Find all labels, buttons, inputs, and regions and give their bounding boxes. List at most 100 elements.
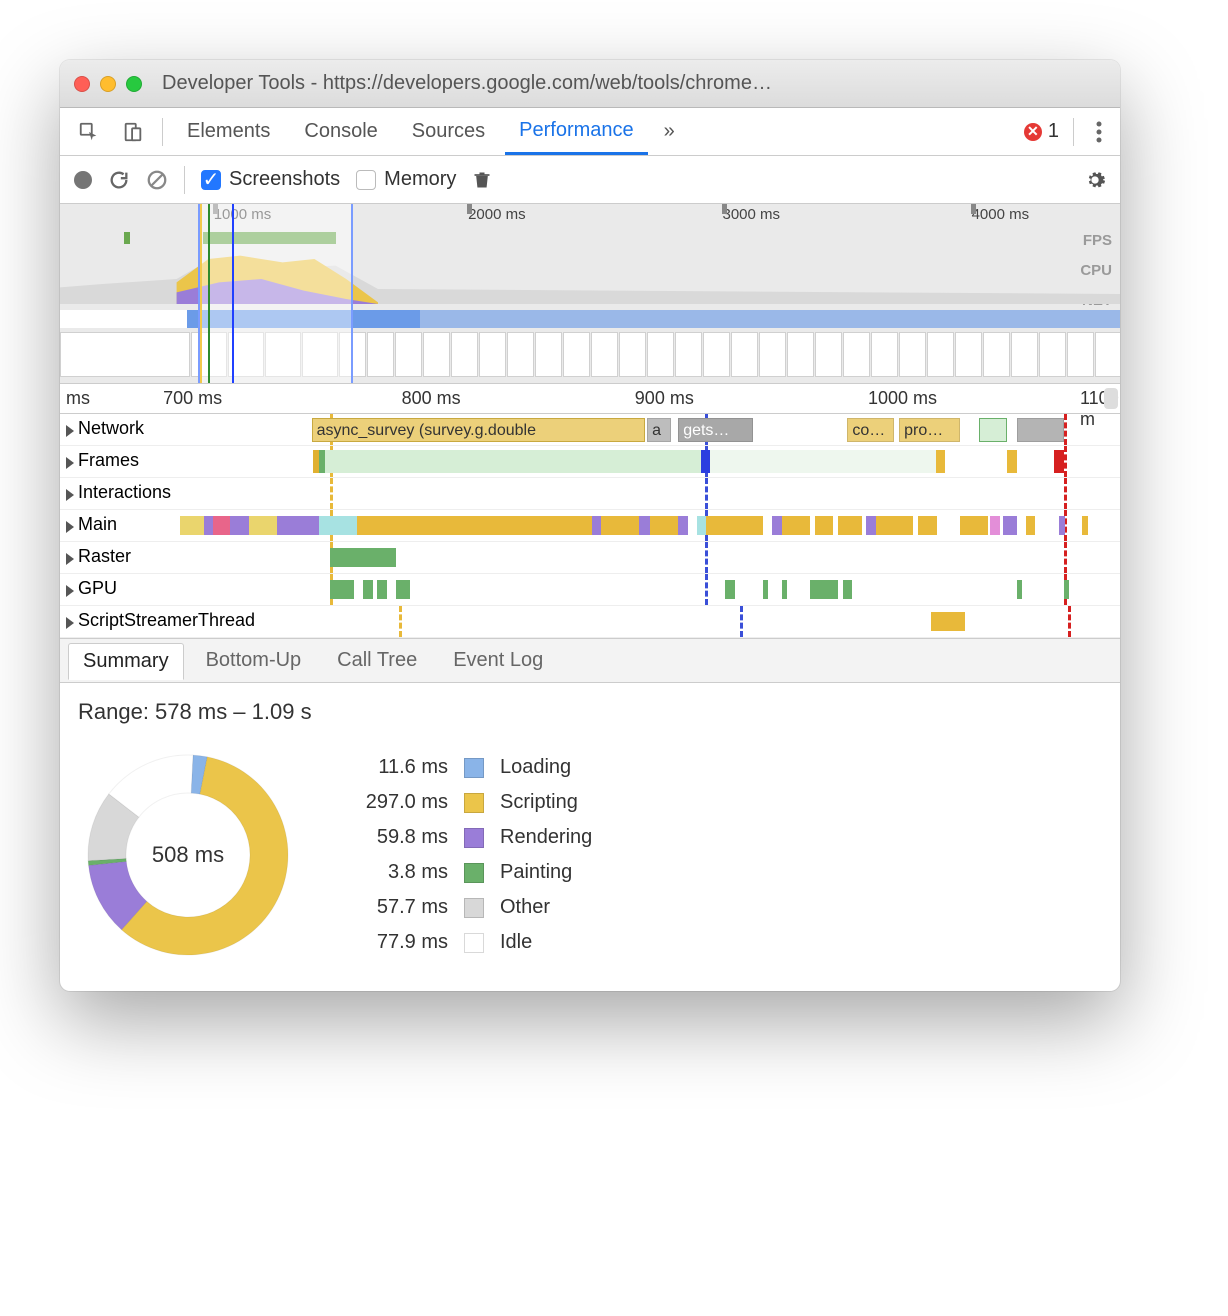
track-main[interactable]: Main — [60, 510, 1120, 542]
frame-segment[interactable] — [701, 450, 710, 473]
minimize-window-button[interactable] — [100, 76, 116, 92]
tab-performance[interactable]: Performance — [505, 108, 648, 155]
tab-sources[interactable]: Sources — [398, 108, 499, 155]
flame-entry[interactable]: async_survey (survey.g.double — [312, 418, 646, 442]
zoom-window-button[interactable] — [126, 76, 142, 92]
flame-bar[interactable] — [866, 516, 875, 535]
horizontal-scrollbar[interactable] — [1104, 388, 1118, 409]
error-count-badge[interactable]: ✕ 1 — [1024, 120, 1059, 143]
flame-bar[interactable] — [1064, 580, 1070, 599]
flame-bar[interactable] — [843, 580, 852, 599]
track-network[interactable]: Networkasync_survey (survey.g.doubleaget… — [60, 414, 1120, 446]
frame-segment[interactable] — [180, 450, 313, 473]
summary-tab-bottom-up[interactable]: Bottom-Up — [192, 643, 316, 678]
flame-bar[interactable] — [706, 516, 725, 535]
track-frames[interactable]: Frames603.6 ms206.0 ms — [60, 446, 1120, 478]
disclosure-icon[interactable] — [66, 521, 74, 533]
frame-segment[interactable] — [936, 450, 945, 473]
flame-bar[interactable] — [363, 580, 372, 599]
flame-bar[interactable] — [763, 580, 769, 599]
garbage-collect-icon[interactable] — [472, 169, 492, 191]
flame-bar[interactable] — [931, 612, 965, 631]
flame-bar[interactable] — [230, 516, 249, 535]
flame-bar[interactable] — [1059, 516, 1065, 535]
flame-bar[interactable] — [1026, 516, 1035, 535]
flame-bar[interactable] — [592, 516, 601, 535]
disclosure-icon[interactable] — [66, 553, 74, 565]
flame-bar[interactable] — [1017, 580, 1023, 599]
flame-bar[interactable] — [697, 516, 706, 535]
flame-entry[interactable]: co… — [847, 418, 894, 442]
overview-panel[interactable]: 1000 ms2000 ms3000 ms4000 ms FPS CPU NET — [60, 204, 1120, 384]
kebab-menu-icon[interactable] — [1088, 115, 1110, 149]
flame-entry[interactable] — [979, 418, 1007, 442]
summary-tab-call-tree[interactable]: Call Tree — [323, 643, 431, 678]
flame-bar[interactable] — [639, 516, 650, 535]
flame-bar[interactable] — [960, 516, 988, 535]
flame-bar[interactable] — [876, 516, 914, 535]
tab-console[interactable]: Console — [290, 108, 391, 155]
track-scriptstreamerthread[interactable]: ScriptStreamerThread — [60, 606, 1120, 638]
flame-entry[interactable]: pro… — [899, 418, 960, 442]
flame-bar[interactable] — [735, 516, 763, 535]
frame-segment[interactable] — [1007, 450, 1016, 473]
disclosure-icon[interactable] — [66, 425, 74, 437]
summary-tab-summary[interactable]: Summary — [68, 643, 184, 680]
flame-bar[interactable] — [396, 580, 410, 599]
flame-bar[interactable] — [725, 516, 734, 535]
screenshots-checkbox[interactable]: ✓ Screenshots — [201, 168, 340, 191]
record-button[interactable] — [74, 171, 92, 189]
flame-bar[interactable] — [815, 516, 834, 535]
flame-bar[interactable] — [782, 516, 810, 535]
frame-segment[interactable] — [710, 450, 936, 473]
flame-bar[interactable] — [330, 580, 354, 599]
disclosure-icon[interactable] — [66, 585, 74, 597]
flame-bar[interactable] — [1003, 516, 1017, 535]
track-interactions[interactable]: Interactions — [60, 478, 1120, 510]
flame-bar[interactable] — [1082, 516, 1088, 535]
flame-bar[interactable] — [249, 516, 277, 535]
disclosure-icon[interactable] — [66, 457, 74, 469]
flame-bar[interactable] — [725, 580, 734, 599]
flame-entry[interactable] — [1017, 418, 1064, 442]
inspect-element-icon[interactable] — [70, 115, 108, 149]
more-tabs-button[interactable]: » — [654, 120, 685, 143]
summary-tab-event-log[interactable]: Event Log — [439, 643, 557, 678]
tab-elements[interactable]: Elements — [173, 108, 284, 155]
flame-bar[interactable] — [204, 516, 213, 535]
flame-bar[interactable] — [319, 516, 357, 535]
flame-bar[interactable] — [180, 516, 204, 535]
flamechart-panel[interactable]: Networkasync_survey (survey.g.doubleaget… — [60, 414, 1120, 639]
flame-bar[interactable] — [772, 516, 781, 535]
flame-bar[interactable] — [810, 580, 838, 599]
flame-bar[interactable] — [838, 516, 862, 535]
settings-icon[interactable] — [1084, 169, 1106, 191]
flame-bar[interactable] — [601, 516, 639, 535]
frame-segment[interactable] — [325, 450, 701, 473]
device-toggle-icon[interactable] — [114, 115, 152, 149]
clear-button[interactable] — [146, 169, 168, 191]
flame-bar[interactable] — [990, 516, 999, 535]
memory-checkbox[interactable]: Memory — [356, 168, 456, 191]
frame-segment[interactable] — [1054, 450, 1063, 473]
flame-entry[interactable]: a — [647, 418, 671, 442]
track-raster[interactable]: Raster — [60, 542, 1120, 574]
flame-bar[interactable] — [918, 516, 937, 535]
overview-selection-handle[interactable] — [198, 204, 353, 383]
flame-entry[interactable]: gets… — [678, 418, 753, 442]
flame-bar[interactable] — [277, 516, 319, 535]
disclosure-icon[interactable] — [66, 617, 74, 629]
disclosure-icon[interactable] — [66, 489, 74, 501]
flame-time-ruler[interactable]: ms 700 ms800 ms900 ms1000 ms1100 m — [60, 384, 1120, 414]
track-gpu[interactable]: GPU — [60, 574, 1120, 606]
reload-button[interactable] — [108, 169, 130, 191]
close-window-button[interactable] — [74, 76, 90, 92]
flame-bar[interactable] — [678, 516, 687, 535]
flame-bar[interactable] — [213, 516, 230, 535]
devtools-window: Developer Tools - https://developers.goo… — [60, 60, 1120, 991]
flame-bar[interactable] — [330, 548, 396, 567]
flame-bar[interactable] — [650, 516, 678, 535]
flame-bar[interactable] — [377, 580, 386, 599]
flame-bar[interactable] — [782, 580, 788, 599]
flame-bar[interactable] — [357, 516, 592, 535]
